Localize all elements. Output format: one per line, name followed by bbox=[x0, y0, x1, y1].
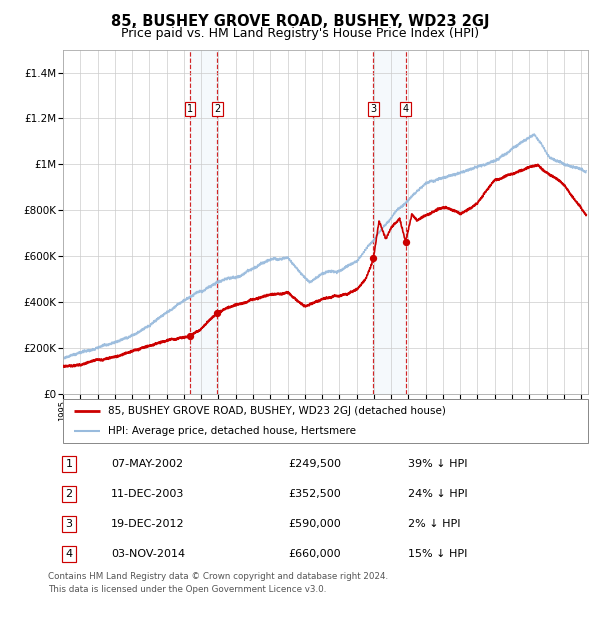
Text: 4: 4 bbox=[403, 104, 409, 114]
Text: 39% ↓ HPI: 39% ↓ HPI bbox=[408, 459, 467, 469]
Text: Contains HM Land Registry data © Crown copyright and database right 2024.: Contains HM Land Registry data © Crown c… bbox=[48, 572, 388, 581]
Text: 1: 1 bbox=[187, 104, 193, 114]
Text: 19-DEC-2012: 19-DEC-2012 bbox=[111, 519, 185, 529]
Text: 2: 2 bbox=[214, 104, 221, 114]
Text: 3: 3 bbox=[370, 104, 376, 114]
Text: 4: 4 bbox=[65, 549, 73, 559]
Text: £249,500: £249,500 bbox=[288, 459, 341, 469]
Text: 15% ↓ HPI: 15% ↓ HPI bbox=[408, 549, 467, 559]
Text: 07-MAY-2002: 07-MAY-2002 bbox=[111, 459, 183, 469]
Text: 2: 2 bbox=[65, 489, 73, 499]
Text: 11-DEC-2003: 11-DEC-2003 bbox=[111, 489, 184, 499]
Text: 3: 3 bbox=[65, 519, 73, 529]
Text: Price paid vs. HM Land Registry's House Price Index (HPI): Price paid vs. HM Land Registry's House … bbox=[121, 27, 479, 40]
Text: 85, BUSHEY GROVE ROAD, BUSHEY, WD23 2GJ (detached house): 85, BUSHEY GROVE ROAD, BUSHEY, WD23 2GJ … bbox=[107, 405, 445, 416]
Text: 1: 1 bbox=[65, 459, 73, 469]
Text: £590,000: £590,000 bbox=[288, 519, 341, 529]
Text: HPI: Average price, detached house, Hertsmere: HPI: Average price, detached house, Hert… bbox=[107, 426, 356, 436]
Text: This data is licensed under the Open Government Licence v3.0.: This data is licensed under the Open Gov… bbox=[48, 585, 326, 595]
Point bbox=[368, 254, 378, 264]
Text: 85, BUSHEY GROVE ROAD, BUSHEY, WD23 2GJ: 85, BUSHEY GROVE ROAD, BUSHEY, WD23 2GJ bbox=[111, 14, 489, 29]
Point bbox=[185, 332, 195, 342]
Text: 03-NOV-2014: 03-NOV-2014 bbox=[111, 549, 185, 559]
Text: 24% ↓ HPI: 24% ↓ HPI bbox=[408, 489, 467, 499]
Bar bbox=[190, 50, 217, 394]
Point bbox=[401, 237, 410, 247]
Text: £660,000: £660,000 bbox=[288, 549, 341, 559]
Text: £352,500: £352,500 bbox=[288, 489, 341, 499]
Bar bbox=[373, 50, 406, 394]
Text: 2% ↓ HPI: 2% ↓ HPI bbox=[408, 519, 461, 529]
Point bbox=[212, 308, 222, 318]
